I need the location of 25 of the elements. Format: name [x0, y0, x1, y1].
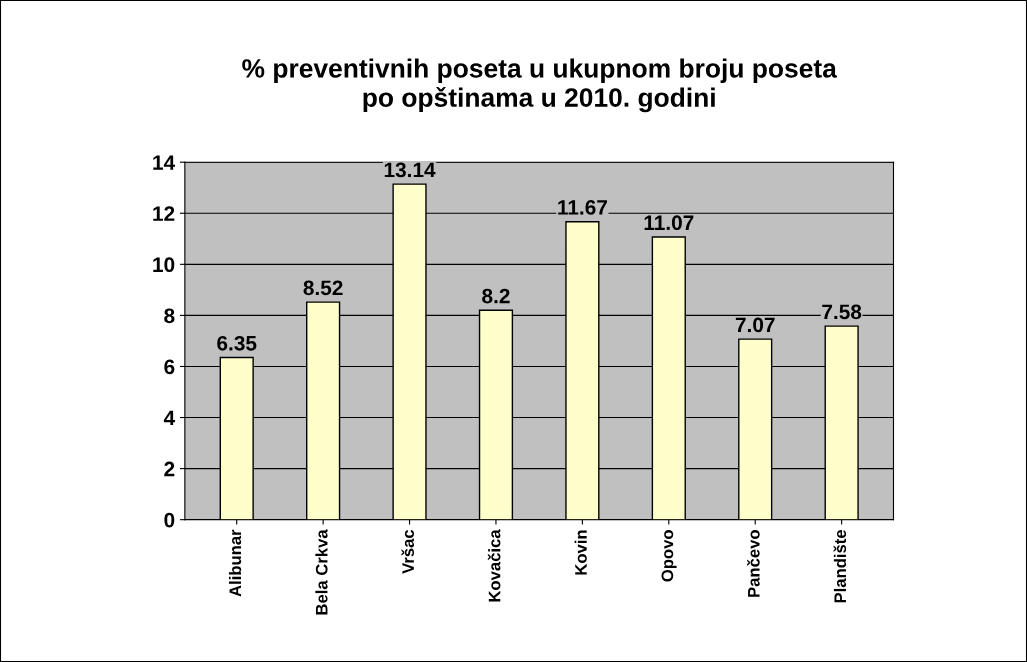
y-tick-label: 8 [164, 308, 175, 324]
x-tick-label: Alibunar [228, 529, 242, 597]
y-tick-label: 4 [163, 410, 176, 426]
y-tick-label: 14 [153, 155, 176, 170]
x-tick-label: Kovačica [487, 529, 501, 602]
x-tick-label: Plandište [833, 529, 847, 603]
y-tick-label: 0 [164, 512, 175, 528]
x-tick-label: Opovo [661, 530, 677, 582]
x-tick-label: Kovin [574, 530, 587, 575]
data-label: 11.07 [644, 215, 694, 231]
y-tick-label: 6 [164, 359, 175, 375]
y-tick-label: 10 [153, 257, 175, 273]
y-tick-label: 2 [164, 461, 175, 477]
data-label: 11.67 [558, 200, 607, 215]
x-tick-label: Pančevo [747, 530, 760, 597]
chart-title: % preventivnih poseta u ukupnom broju poseta po opštinama u 2010. godini [242, 58, 838, 113]
data-label: 7.07 [735, 317, 775, 333]
data-label: 8.2 [482, 288, 510, 304]
data-label: 6.35 [217, 335, 257, 351]
data-label: 8.52 [303, 280, 343, 296]
x-tick-label: Vršac [401, 529, 415, 574]
data-label: 13.14 [384, 162, 436, 178]
data-label: 7.58 [822, 304, 862, 320]
y-tick-label: 12 [153, 206, 175, 221]
x-tick-label: Bela Crkva [315, 529, 328, 615]
